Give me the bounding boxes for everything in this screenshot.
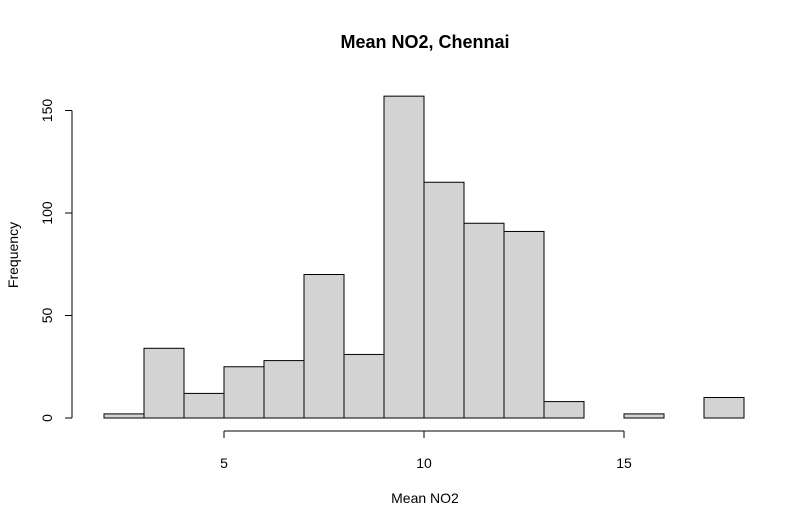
histogram-bar xyxy=(223,366,265,419)
x-tick-label: 10 xyxy=(416,455,432,471)
x-axis: 5 10 15 xyxy=(220,430,632,471)
histogram-bar xyxy=(183,392,225,419)
y-tick-label: 50 xyxy=(39,308,55,324)
x-axis-label: Mean NO2 xyxy=(391,490,459,506)
histogram-bar xyxy=(463,222,505,419)
histogram-bar xyxy=(103,413,145,419)
x-tick-label: 5 xyxy=(220,455,228,471)
histogram-bar xyxy=(703,397,745,419)
histogram-bar xyxy=(503,230,545,419)
y-axis: 0 50 100 150 xyxy=(39,99,73,422)
y-tick-label: 150 xyxy=(39,99,55,123)
histogram-bar xyxy=(543,401,585,419)
y-axis-label: Frequency xyxy=(5,222,21,288)
y-tick-label: 100 xyxy=(39,201,55,225)
histogram-bar xyxy=(423,181,465,419)
histogram-bar xyxy=(143,347,185,419)
histogram-bar xyxy=(383,95,425,419)
histogram-bar xyxy=(623,413,665,419)
y-tick-label: 0 xyxy=(39,414,55,422)
histogram-bar xyxy=(263,360,305,419)
bar-group xyxy=(103,95,745,419)
chart-title: Mean NO2, Chennai xyxy=(340,32,509,52)
histogram-bar xyxy=(303,274,345,419)
x-tick-label: 15 xyxy=(616,455,632,471)
histogram-bar xyxy=(343,353,385,419)
